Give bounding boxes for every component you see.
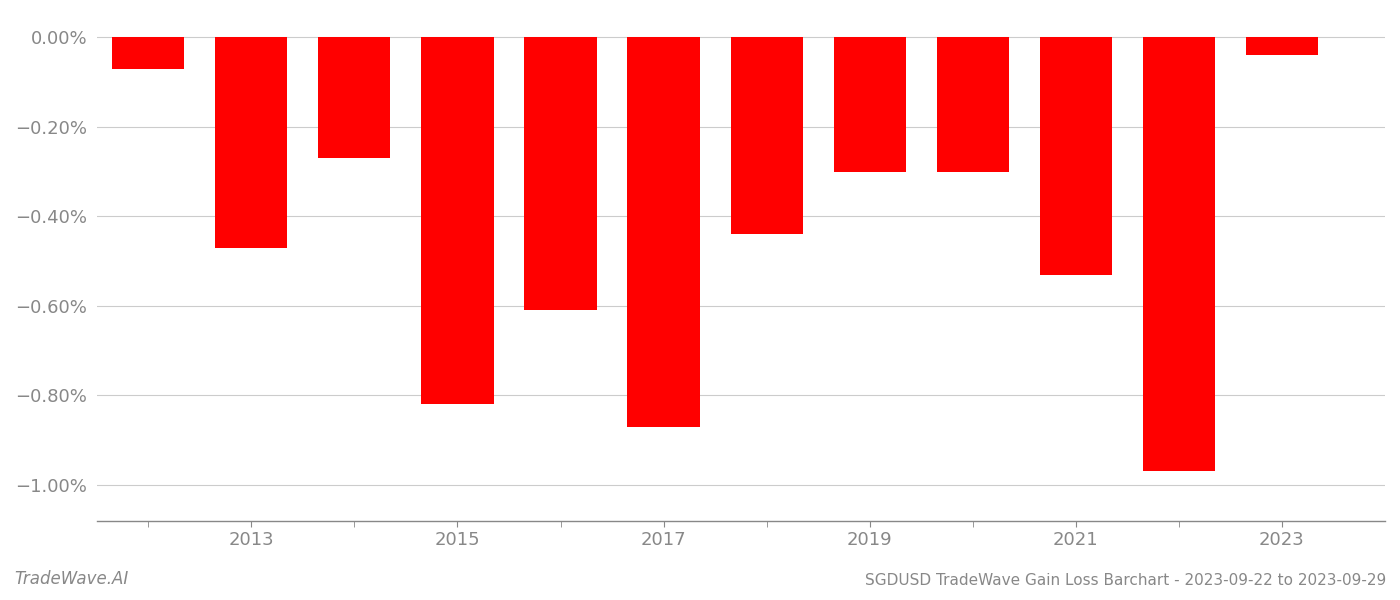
Bar (1246, 37, 1317, 55)
Bar (525, 37, 596, 310)
Bar (937, 37, 1009, 172)
Bar (318, 37, 391, 158)
Bar (421, 37, 494, 404)
Bar (216, 37, 287, 248)
Bar (1142, 37, 1215, 472)
Text: TradeWave.AI: TradeWave.AI (14, 570, 129, 588)
Bar (1040, 37, 1112, 275)
Bar (112, 37, 185, 68)
Bar (833, 37, 906, 172)
Bar (627, 37, 700, 427)
Text: SGDUSD TradeWave Gain Loss Barchart - 2023-09-22 to 2023-09-29: SGDUSD TradeWave Gain Loss Barchart - 20… (865, 573, 1386, 588)
Bar (731, 37, 802, 234)
